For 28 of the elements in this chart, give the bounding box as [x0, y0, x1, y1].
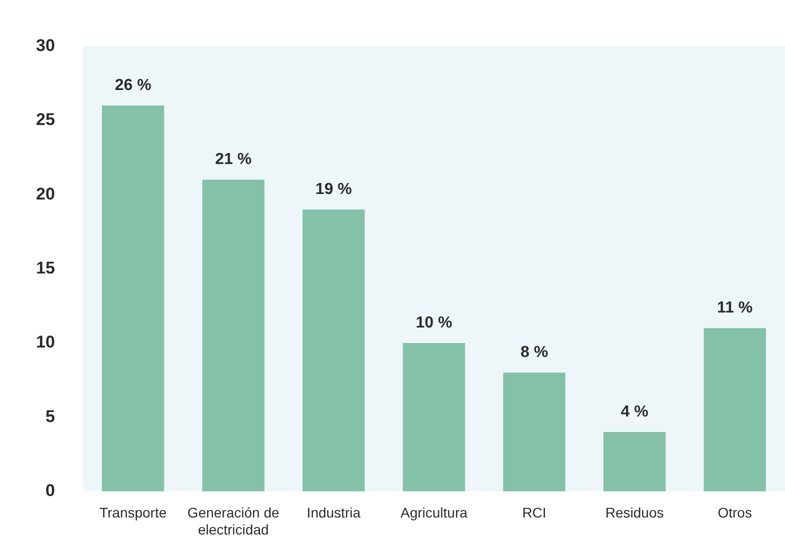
- y-tick-label: 0: [45, 481, 55, 500]
- data-label: 11 %: [717, 300, 753, 317]
- data-label: 19 %: [315, 180, 352, 198]
- data-label: 10 %: [416, 314, 452, 332]
- x-tick-label: Industria: [306, 504, 361, 521]
- data-label: 4 %: [620, 403, 648, 420]
- x-tick-label: Transporte: [99, 504, 167, 521]
- bar: [402, 343, 466, 492]
- bar: [302, 209, 365, 492]
- data-label: 21 %: [215, 151, 252, 168]
- data-label: 8 %: [520, 344, 548, 362]
- x-tick-label: Agricultura: [400, 504, 468, 521]
- x-tick-label: Otros: [718, 504, 752, 521]
- y-tick-label: 30: [36, 36, 55, 55]
- data-label: 26 %: [114, 76, 152, 94]
- bar: [202, 180, 264, 492]
- y-tick-label: 25: [36, 110, 55, 130]
- y-tick-label: 5: [45, 406, 55, 426]
- bar: [704, 328, 766, 492]
- x-tick-label: RCI: [522, 504, 546, 521]
- bar: [603, 432, 666, 492]
- bar: [102, 106, 164, 492]
- x-tick-label: Generación de electricidad: [187, 504, 280, 538]
- bar: [503, 372, 566, 492]
- x-tick-label: Residuos: [605, 504, 664, 521]
- y-tick-label: 10: [36, 332, 55, 352]
- y-tick-label: 20: [36, 184, 55, 204]
- y-tick-label: 15: [36, 258, 55, 278]
